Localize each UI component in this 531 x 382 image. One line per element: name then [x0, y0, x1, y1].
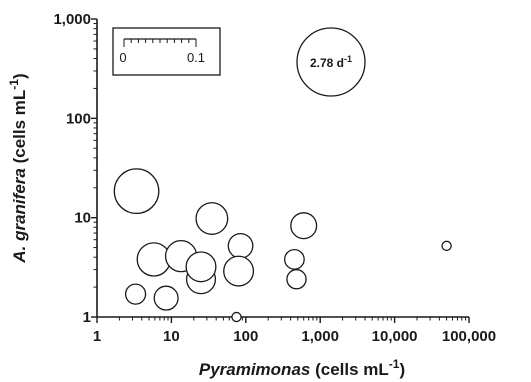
- y-axis-label-italic: A. granifera: [10, 168, 29, 263]
- data-point: [441, 240, 452, 252]
- x-axis-label-italic: Pyramimonas: [199, 360, 311, 379]
- y-axis: 1 10 100 1,000: [53, 11, 97, 326]
- data-point: [286, 269, 307, 290]
- data-point: [185, 251, 217, 283]
- y-axis-label-end: ): [10, 73, 29, 79]
- scale-bar-max-label: 0.1: [187, 50, 205, 65]
- y-tick-label: 100: [66, 110, 91, 127]
- scale-bar-min-label: 0: [119, 50, 126, 65]
- data-point: [195, 202, 229, 235]
- data-bubbles: [113, 168, 452, 323]
- data-point: [124, 283, 147, 305]
- x-axis-label-unit: (cells mL: [310, 360, 388, 379]
- y-axis-label-unit: (cells mL: [10, 90, 29, 168]
- x-axis-label: Pyramimonas (cells mL-1): [199, 357, 405, 379]
- reference-bubble-circle: [296, 27, 366, 97]
- y-tick-label: 1,000: [53, 11, 91, 28]
- x-tick-label: 1,000: [301, 328, 339, 345]
- x-tick-label: 10,000: [372, 328, 418, 345]
- y-axis-label: A. granifera (cells mL-1): [7, 73, 29, 263]
- y-tick-label: 10: [74, 210, 91, 227]
- data-point: [283, 248, 305, 270]
- x-tick-label: 1: [93, 328, 101, 345]
- reference-bubble-label: 2.78 d-1: [310, 54, 352, 70]
- data-point: [153, 285, 179, 311]
- y-tick-label: 1: [83, 309, 91, 326]
- data-point: [223, 255, 255, 287]
- x-axis-label-end: ): [399, 360, 405, 379]
- data-point: [290, 212, 318, 240]
- data-point: [113, 168, 160, 215]
- x-axis: 1 10 100 1,000 10,000 100,000: [93, 317, 496, 345]
- size-scale-bar: [123, 38, 197, 47]
- size-legend-box: [112, 27, 221, 76]
- data-point: [231, 311, 242, 323]
- plot-area: [96, 19, 469, 318]
- size-legend: 0 0.1: [112, 27, 221, 76]
- reference-bubble: 2.78 d-1: [296, 27, 366, 97]
- x-tick-label: 10: [163, 328, 180, 345]
- x-tick-label: 100: [233, 328, 258, 345]
- reference-bubble-sup: -1: [344, 54, 352, 64]
- x-tick-label: 100,000: [442, 328, 496, 345]
- data-point: [227, 232, 254, 259]
- reference-bubble-value: 2.78 d: [310, 56, 344, 70]
- y-axis-label-sup: -1: [7, 79, 21, 90]
- x-axis-label-sup: -1: [389, 357, 400, 371]
